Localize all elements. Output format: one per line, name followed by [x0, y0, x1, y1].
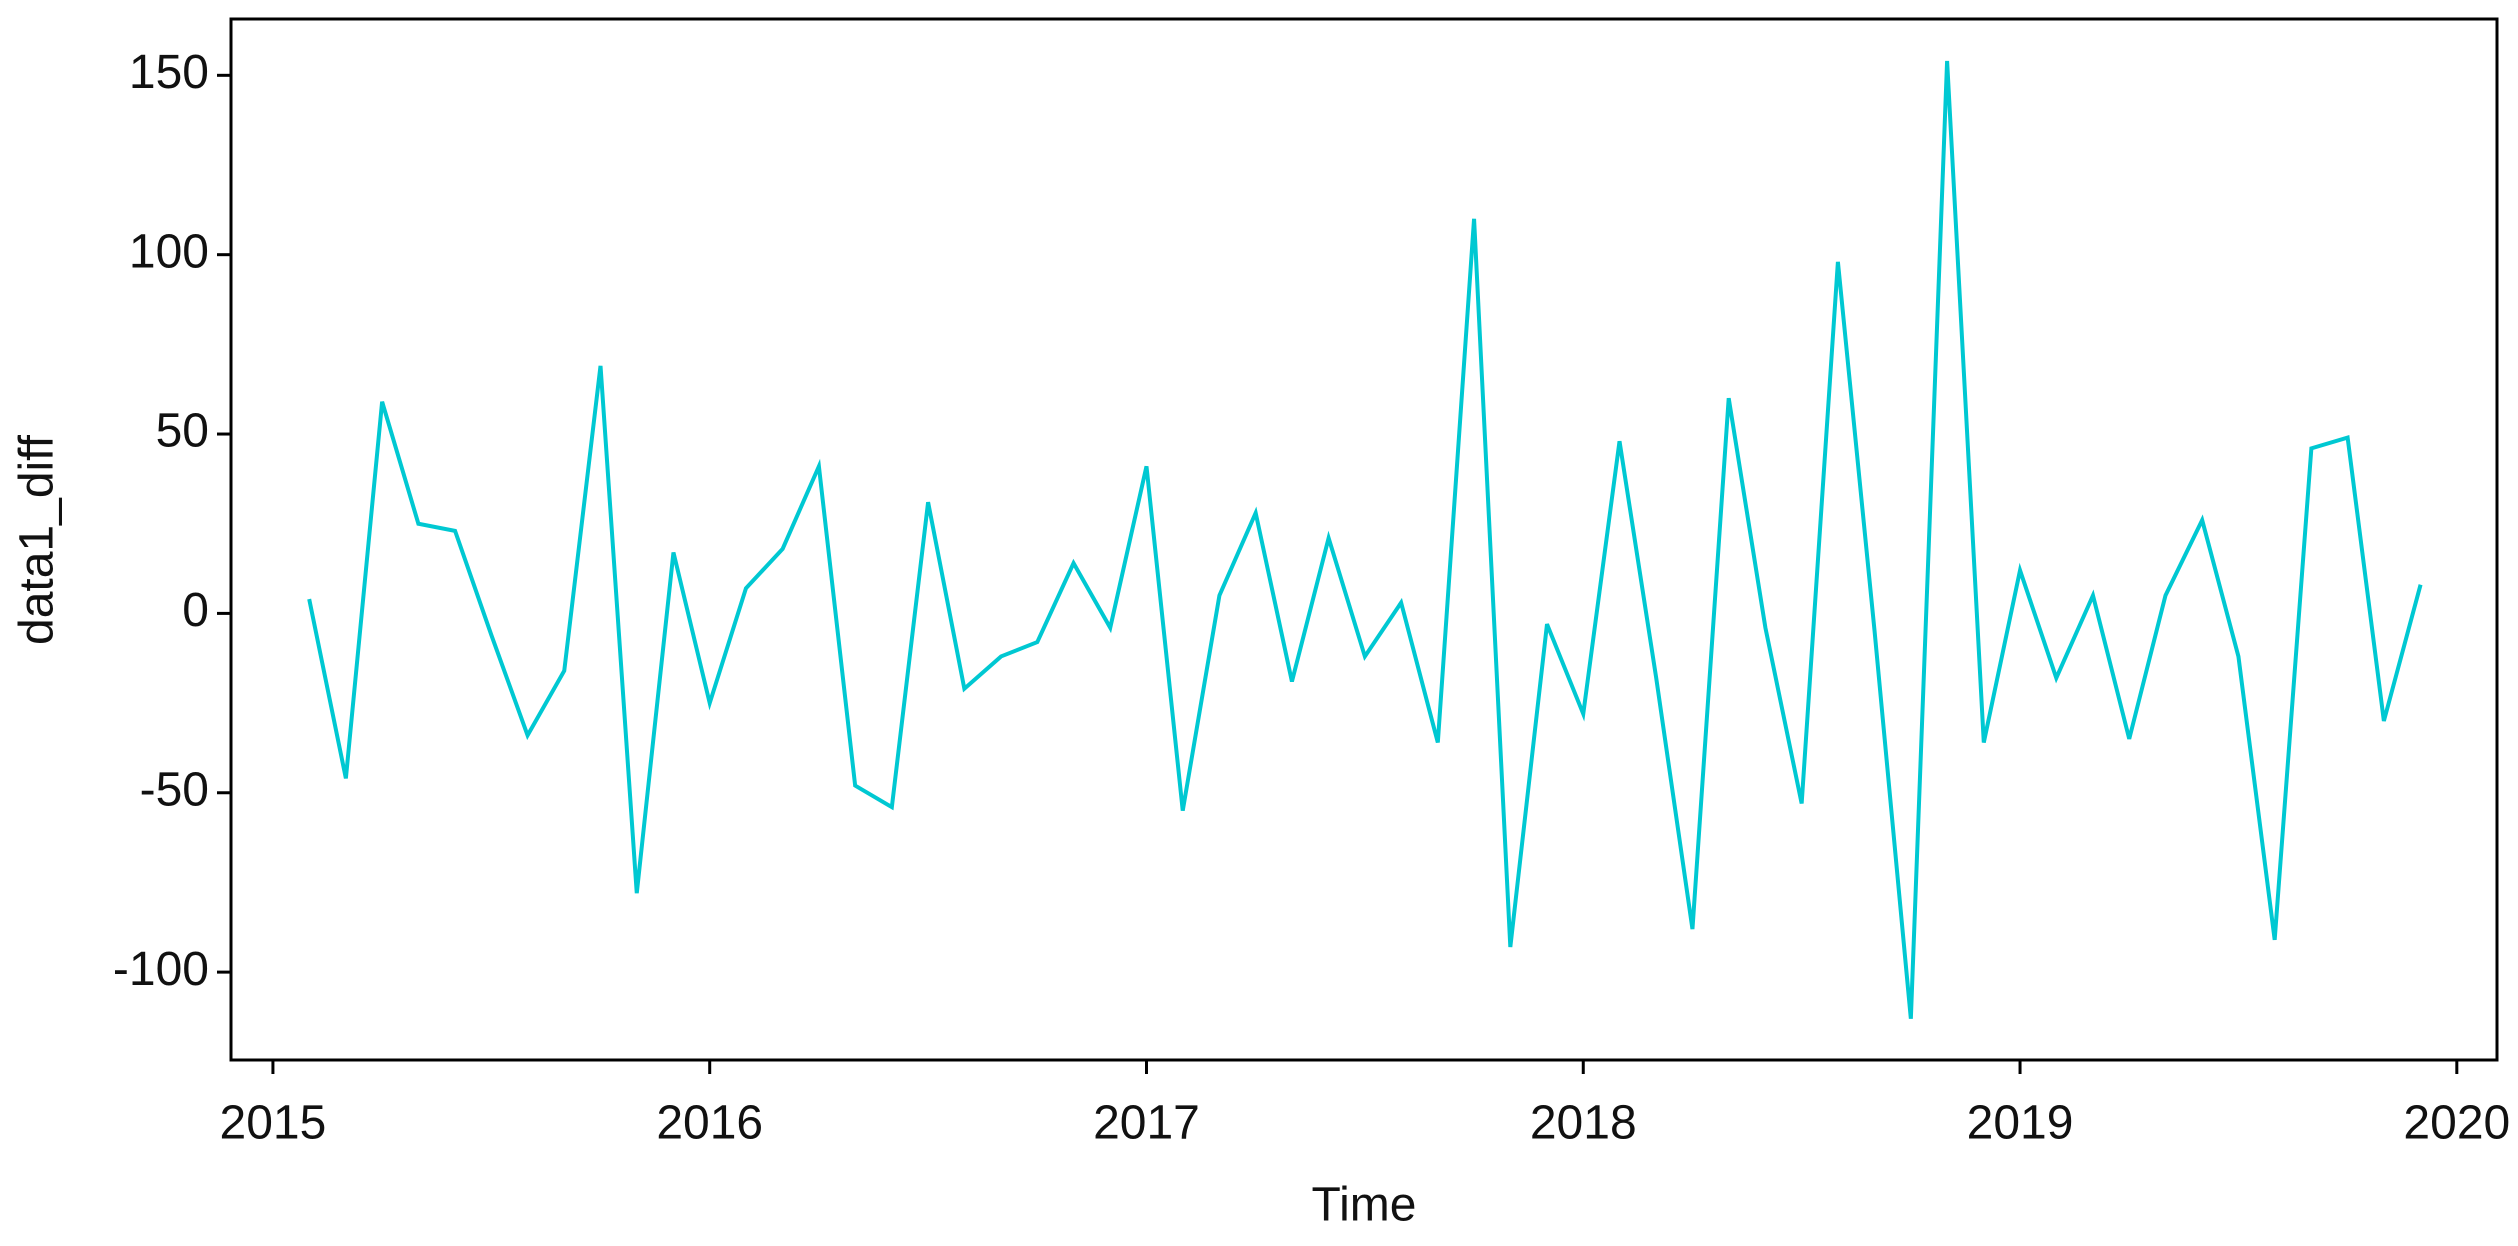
x-tick-label: 2020 — [2403, 1097, 2510, 1150]
y-tick-label: -100 — [113, 943, 209, 996]
y-tick-label: 150 — [129, 46, 209, 99]
y-axis-label: data1_diff — [11, 434, 64, 645]
y-tick-label: -50 — [140, 763, 209, 816]
y-tick-label: 0 — [182, 584, 209, 637]
x-tick-label: 2019 — [1967, 1097, 2074, 1150]
y-tick-label: 100 — [129, 225, 209, 278]
x-tick-label: 2017 — [1093, 1097, 1200, 1150]
x-tick-label: 2015 — [220, 1097, 327, 1150]
x-axis-label: Time — [1312, 1179, 1417, 1232]
line-series — [307, 60, 2423, 1019]
plot-frame — [229, 17, 2499, 1062]
x-tick-label: 2016 — [656, 1097, 763, 1150]
y-tick-label: 50 — [156, 405, 209, 458]
x-tick-label: 2018 — [1530, 1097, 1637, 1150]
